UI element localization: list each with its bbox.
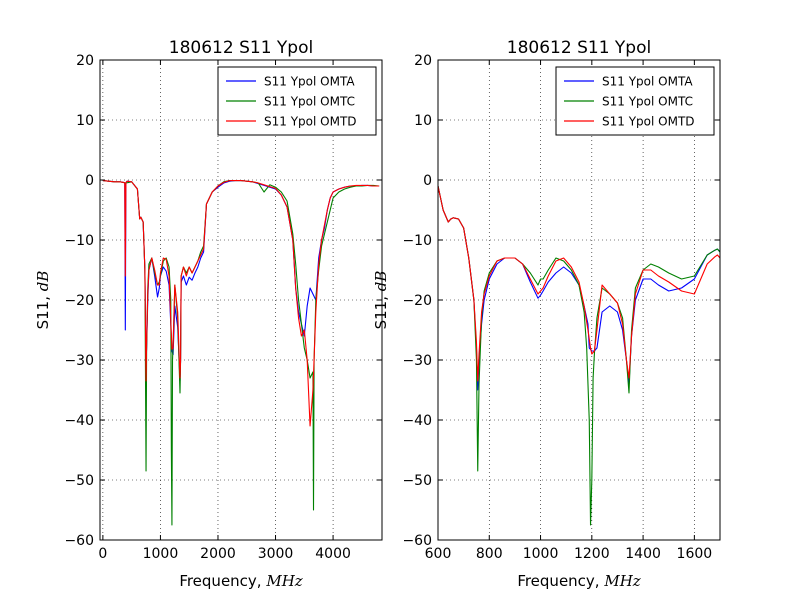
y-tick-label: −50	[64, 473, 94, 489]
y-tick-label: −20	[402, 293, 432, 309]
x-axis-label: Frequency, MHz	[179, 572, 302, 590]
y-tick-label: −40	[64, 413, 94, 429]
legend: S11 Ypol OMTA S11 Ypol OMTC S11 Ypol OMTD	[217, 66, 377, 136]
legend-entry: S11 Ypol OMTC	[264, 95, 355, 109]
right-chart: 600 800 1000 1200 1400 1600 20 10 0 −10 −20 −30 −40 −…	[372, 38, 721, 590]
legend-entry: S11 Ypol OMTD	[602, 115, 695, 129]
x-tick-label: 1200	[574, 546, 610, 562]
x-axis-label-text: Frequency,	[517, 572, 604, 590]
y-tick-label: −50	[402, 473, 432, 489]
y-tick-label: −10	[402, 233, 432, 249]
x-tick-label: 600	[425, 546, 452, 562]
x-tick-label: 1600	[677, 546, 713, 562]
x-tick-label: 800	[476, 546, 503, 562]
x-tick-label: 1400	[625, 546, 661, 562]
chart-title: 180612 S11 Ypol	[169, 38, 313, 58]
x-tick-label: 3000	[258, 546, 294, 562]
series-line-s11-ypol-omtd	[438, 185, 720, 382]
x-axis-unit: MHz	[265, 572, 302, 590]
y-tick-label: 10	[76, 113, 94, 129]
legend-entry: S11 Ypol OMTA	[602, 75, 693, 89]
y-axis-label-text: S11,	[372, 291, 390, 329]
x-tick-label: 1000	[143, 546, 179, 562]
series-line-s11-ypol-omtc	[102, 180, 380, 526]
chart-title: 180612 S11 Ypol	[507, 38, 651, 58]
y-tick-label: 0	[423, 173, 432, 189]
legend-entry: S11 Ypol OMTC	[602, 95, 693, 109]
series-line-s11-ypol-omta	[102, 180, 380, 382]
y-axis-unit: dB	[372, 271, 390, 292]
y-tick-label: −60	[64, 533, 94, 549]
legend-entry: S11 Ypol OMTD	[264, 115, 357, 129]
x-axis-label: Frequency, MHz	[517, 572, 640, 590]
y-tick-label: −30	[64, 353, 94, 369]
x-axis-unit: MHz	[603, 572, 640, 590]
y-tick-label: −60	[402, 533, 432, 549]
y-axis-label: S11, dB	[34, 271, 52, 330]
x-tick-label: 4000	[315, 546, 351, 562]
y-tick-label: 20	[76, 53, 94, 69]
x-tick-label: 0	[98, 546, 107, 562]
y-axis-label: S11, dB	[372, 271, 390, 330]
x-axis-label-text: Frequency,	[179, 572, 266, 590]
y-axis-unit: dB	[34, 271, 52, 292]
y-tick-label: −20	[64, 293, 94, 309]
y-tick-label: −10	[64, 233, 94, 249]
y-tick-label: 0	[85, 173, 94, 189]
series-line-s11-ypol-omtd	[102, 180, 380, 427]
y-tick-label: 10	[414, 113, 432, 129]
y-tick-label: 20	[414, 53, 432, 69]
left-chart: 0 1000 2000 3000 4000 20 10 0 −10 −20 −30 −40 −50 −60…	[34, 38, 383, 590]
series-line-s11-ypol-omtc	[438, 185, 720, 526]
legend: S11 Ypol OMTA S11 Ypol OMTC S11 Ypol OMTD	[555, 66, 715, 136]
x-tick-label: 2000	[200, 546, 236, 562]
legend-entry: S11 Ypol OMTA	[264, 75, 355, 89]
y-tick-label: −40	[402, 413, 432, 429]
x-tick-label: 1000	[523, 546, 559, 562]
y-axis-label-text: S11,	[34, 291, 52, 329]
y-tick-label: −30	[402, 353, 432, 369]
